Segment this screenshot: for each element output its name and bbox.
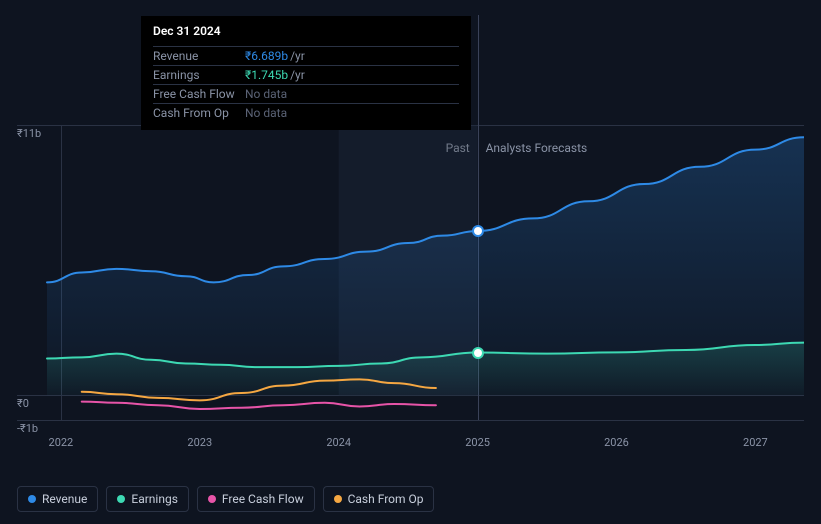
chart-legend: Revenue Earnings Free Cash Flow Cash From O…: [17, 486, 434, 512]
tooltip-row-label: Free Cash Flow: [153, 87, 245, 101]
legend-dot-icon: [117, 495, 125, 503]
chart-marker: [474, 349, 482, 357]
x-axis-label: 2026: [604, 436, 629, 449]
chart-marker: [474, 227, 482, 235]
legend-item-earnings[interactable]: Earnings: [106, 486, 189, 512]
legend-item-fcf[interactable]: Free Cash Flow: [197, 486, 315, 512]
x-axis-label: 2022: [49, 436, 74, 449]
x-axis-label: 2025: [465, 436, 490, 449]
x-axis-label: 2024: [326, 436, 351, 449]
chart-tooltip: Dec 31 2024 Revenue₹6.689b /yrEarnings₹1…: [141, 16, 471, 130]
legend-label: Earnings: [131, 492, 178, 506]
chart-plot-area[interactable]: ₹11b₹0-₹1bPastAnalysts Forecasts20222023…: [17, 125, 804, 445]
legend-label: Revenue: [42, 492, 87, 506]
legend-dot-icon: [334, 495, 342, 503]
tooltip-date: Dec 31 2024: [153, 24, 459, 42]
legend-label: Free Cash Flow: [222, 492, 304, 506]
chart-svg: [17, 125, 804, 425]
series-line-fcf: [82, 402, 436, 409]
tooltip-row: Revenue₹6.689b /yr: [153, 46, 459, 65]
legend-dot-icon: [208, 495, 216, 503]
legend-item-cfo[interactable]: Cash From Op: [323, 486, 435, 512]
tooltip-row-unit: /yr: [290, 68, 305, 82]
tooltip-row: Free Cash FlowNo data: [153, 84, 459, 103]
tooltip-row-value: No data: [245, 106, 287, 120]
tooltip-row-label: Earnings: [153, 68, 245, 82]
tooltip-row-value: No data: [245, 87, 287, 101]
legend-label: Cash From Op: [348, 492, 424, 506]
legend-item-revenue[interactable]: Revenue: [17, 486, 98, 512]
tooltip-row-unit: /yr: [290, 49, 305, 63]
tooltip-row-value: ₹6.689b: [245, 49, 288, 63]
legend-dot-icon: [28, 495, 36, 503]
x-axis-label: 2027: [743, 436, 768, 449]
tooltip-row: Earnings₹1.745b /yr: [153, 65, 459, 84]
tooltip-row-label: Cash From Op: [153, 106, 245, 120]
tooltip-rows: Revenue₹6.689b /yrEarnings₹1.745b /yrFre…: [153, 46, 459, 122]
x-axis-label: 2023: [187, 436, 212, 449]
tooltip-row-value: ₹1.745b: [245, 68, 288, 82]
tooltip-row: Cash From OpNo data: [153, 103, 459, 122]
tooltip-row-label: Revenue: [153, 49, 245, 63]
